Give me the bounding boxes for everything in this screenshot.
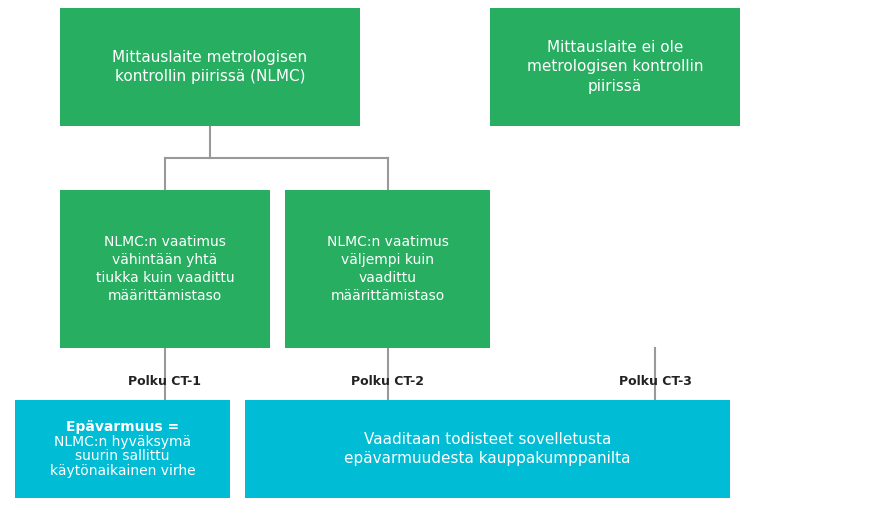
- Text: Polku CT-3: Polku CT-3: [619, 375, 691, 388]
- Text: Mittauslaite ei ole
metrologisen kontrollin
piirissä: Mittauslaite ei ole metrologisen kontrol…: [527, 40, 704, 94]
- FancyBboxPatch shape: [285, 190, 490, 348]
- Text: Vaaditaan todisteet sovelletusta
epävarmuudesta kauppakumppanilta: Vaaditaan todisteet sovelletusta epävarm…: [344, 432, 631, 466]
- FancyBboxPatch shape: [60, 190, 270, 348]
- FancyBboxPatch shape: [60, 8, 360, 126]
- Text: NLMC:n hyväksymä: NLMC:n hyväksymä: [54, 435, 191, 449]
- Text: Polku CT-1: Polku CT-1: [128, 375, 202, 388]
- FancyBboxPatch shape: [490, 8, 740, 126]
- Text: NLMC:n vaatimus
väljempi kuin
vaadittu
määrittämistaso: NLMC:n vaatimus väljempi kuin vaadittu m…: [327, 235, 448, 303]
- Text: suurin sallittu: suurin sallittu: [75, 449, 170, 463]
- Text: Polku CT-2: Polku CT-2: [351, 375, 424, 388]
- Text: käytönaikainen virhe: käytönaikainen virhe: [50, 464, 195, 478]
- FancyBboxPatch shape: [15, 400, 230, 498]
- FancyBboxPatch shape: [245, 400, 730, 498]
- Text: Epävarmuus =: Epävarmuus =: [66, 420, 179, 434]
- Text: NLMC:n vaatimus
vähintään yhtä
tiukka kuin vaadittu
määrittämistaso: NLMC:n vaatimus vähintään yhtä tiukka ku…: [95, 235, 234, 303]
- Text: Mittauslaite metrologisen
kontrollin piirissä (NLMC): Mittauslaite metrologisen kontrollin pii…: [113, 50, 308, 84]
